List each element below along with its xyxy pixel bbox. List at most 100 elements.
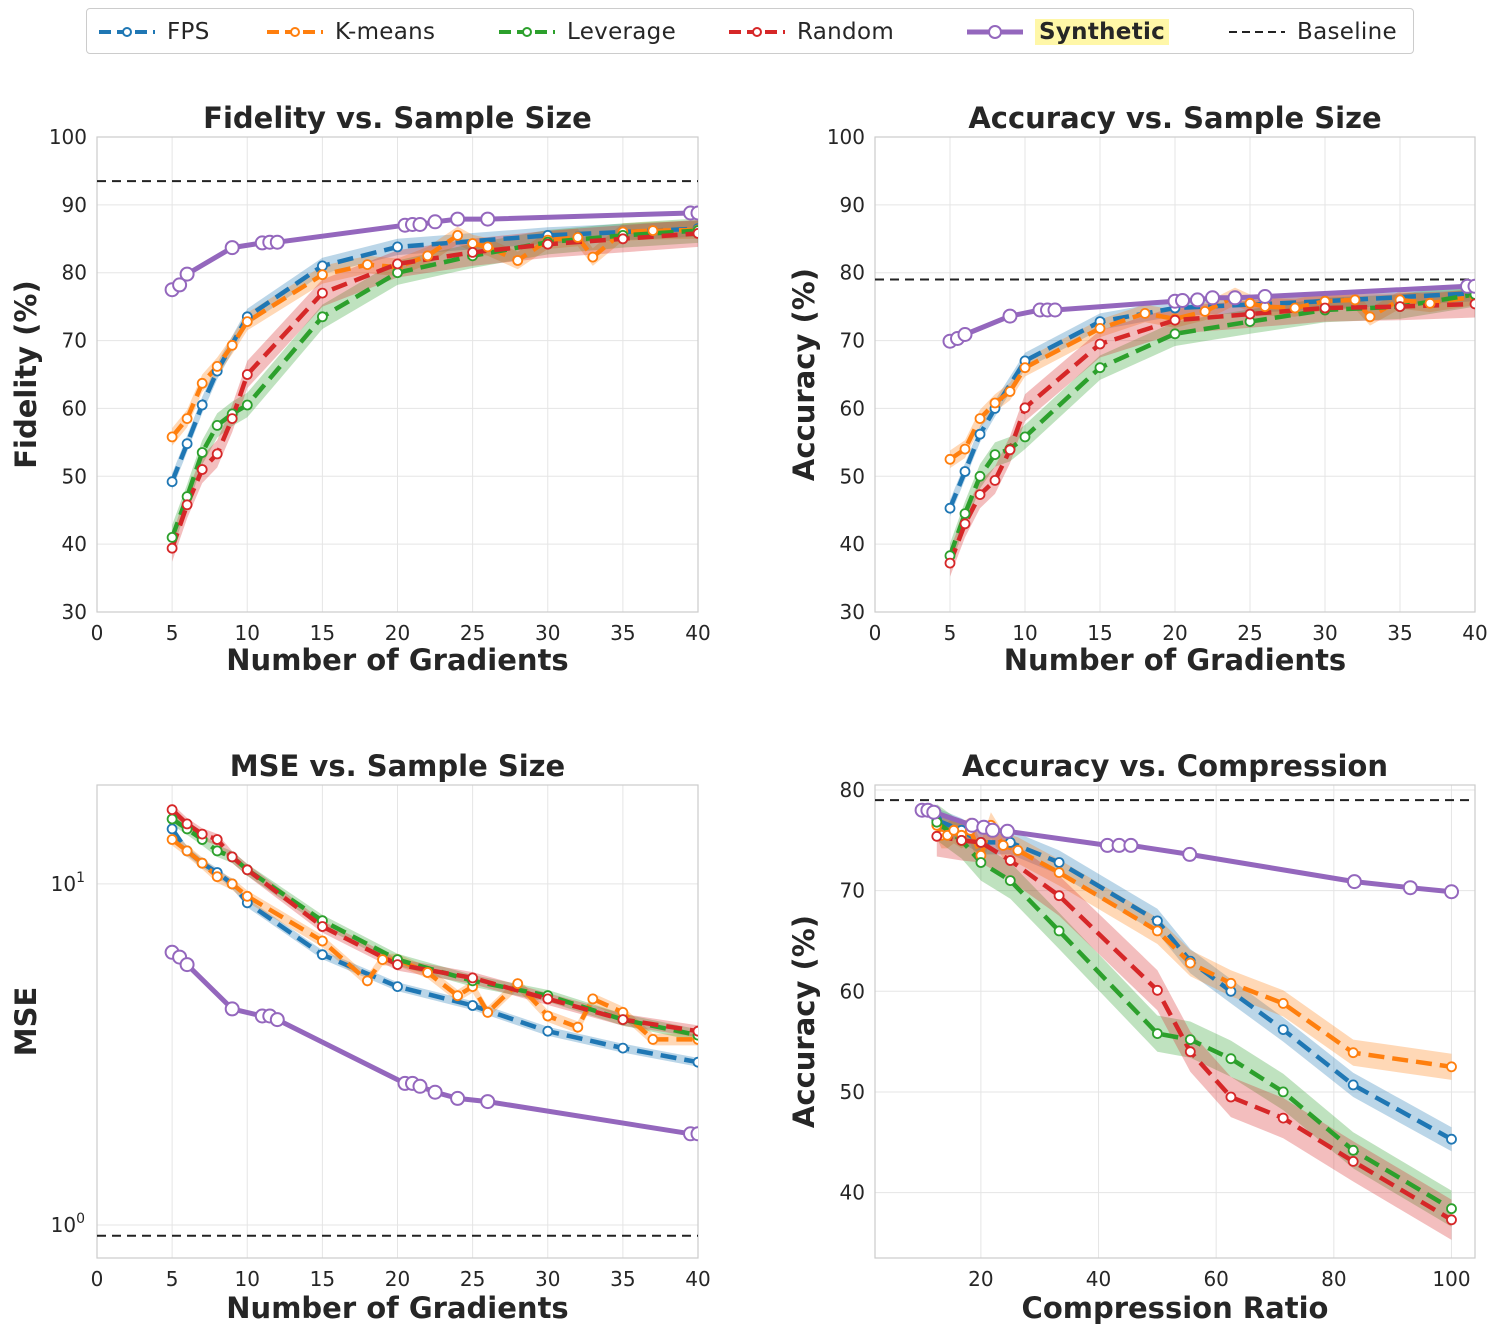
- legend-label: Baseline: [1297, 19, 1397, 45]
- x-tick-label: 30: [1312, 621, 1337, 645]
- point-synthetic: [1002, 308, 1018, 324]
- point-synthetic: [1444, 884, 1459, 900]
- point-synthetic: [450, 211, 466, 227]
- point-fps: [959, 466, 971, 477]
- point-leverage: [166, 532, 178, 543]
- point-k-means: [1349, 294, 1361, 306]
- y-tick-label: 80: [840, 778, 865, 802]
- plot-frame: [874, 136, 1476, 613]
- point-random: [542, 238, 554, 250]
- plot-area: [942, 278, 1475, 577]
- series-line-fps: [170, 827, 698, 1065]
- x-tick-label: 20: [385, 621, 410, 645]
- legend-swatch: [967, 25, 1023, 39]
- point-fps: [692, 1056, 698, 1068]
- point-random: [166, 804, 178, 816]
- point-synthetic: [1182, 846, 1198, 862]
- point-k-means: [542, 1010, 554, 1022]
- point-fps: [1277, 1024, 1289, 1035]
- legend-swatch: [99, 27, 155, 37]
- point-k-means: [1139, 307, 1151, 319]
- point-random: [542, 993, 554, 1005]
- point-leverage: [1277, 1086, 1289, 1098]
- point-leverage: [1019, 431, 1031, 443]
- band-leverage: [950, 282, 1475, 568]
- point-random: [1225, 1091, 1237, 1103]
- point-random: [226, 851, 238, 863]
- y-tick-label: 100: [51, 1211, 85, 1237]
- point-k-means: [647, 1034, 659, 1045]
- point-fps: [944, 502, 956, 514]
- x-tick-label: 30: [535, 1267, 560, 1291]
- y-tick-label: 50: [62, 464, 87, 488]
- point-leverage: [211, 845, 223, 857]
- x-tick-label: 15: [1087, 621, 1112, 645]
- point-synthetic: [179, 266, 195, 282]
- point-fps: [1053, 857, 1065, 868]
- band-random: [172, 219, 698, 562]
- x-tick-label: 40: [1086, 1267, 1111, 1291]
- x-tick-label: 20: [1162, 621, 1187, 645]
- band-fps: [936, 808, 1452, 1152]
- series-line-random: [169, 231, 698, 549]
- plot-frame: [96, 136, 699, 613]
- point-leverage: [316, 311, 328, 323]
- point-k-means: [316, 935, 328, 947]
- point-random: [211, 834, 223, 845]
- point-random: [392, 258, 403, 270]
- point-k-means: [1225, 977, 1237, 989]
- point-synthetic: [690, 1126, 698, 1142]
- point-k-means: [1053, 867, 1065, 878]
- point-k-means: [1019, 362, 1031, 374]
- point-random: [975, 837, 987, 848]
- y-tick-label: 60: [840, 979, 865, 1003]
- x-tick-label: 5: [944, 621, 957, 645]
- point-fps: [196, 399, 208, 411]
- point-leverage: [1094, 362, 1106, 374]
- point-synthetic: [1257, 289, 1273, 304]
- point-synthetic: [957, 327, 973, 342]
- x-tick-label: 20: [968, 1267, 993, 1291]
- point-synthetic: [1227, 290, 1243, 306]
- point-leverage: [1184, 1034, 1196, 1045]
- point-random: [1319, 302, 1331, 314]
- point-k-means: [647, 225, 659, 237]
- y-tick-label: 90: [840, 193, 865, 217]
- band-random: [172, 803, 698, 1038]
- point-leverage: [1225, 1053, 1237, 1065]
- point-synthetic: [999, 823, 1015, 839]
- x-axis-label: Number of Gradients: [1004, 643, 1346, 677]
- x-axis-label: Number of Gradients: [226, 643, 568, 677]
- x-tick-label: 35: [1387, 621, 1412, 645]
- point-random: [692, 228, 698, 239]
- point-k-means: [1184, 957, 1196, 969]
- point-leverage: [1152, 1028, 1163, 1039]
- point-fps: [542, 1025, 554, 1037]
- point-fps: [1446, 1133, 1457, 1145]
- x-tick-label: 10: [235, 1267, 260, 1291]
- legend-swatch: [729, 27, 785, 37]
- point-random: [989, 474, 1001, 486]
- point-k-means: [512, 255, 524, 266]
- point-synthetic: [427, 214, 443, 230]
- point-k-means: [422, 967, 434, 978]
- point-random: [959, 518, 971, 530]
- point-synthetic: [412, 217, 428, 232]
- point-k-means: [361, 975, 373, 987]
- y-tick-label: 30: [62, 600, 87, 624]
- point-fps: [974, 428, 986, 440]
- point-k-means: [1446, 1061, 1457, 1073]
- point-synthetic: [480, 211, 496, 227]
- point-synthetic: [412, 1078, 428, 1094]
- point-synthetic: [690, 205, 698, 221]
- point-k-means: [226, 878, 238, 890]
- point-k-means: [196, 377, 208, 389]
- legend-swatch: [499, 27, 555, 37]
- point-k-means: [422, 250, 434, 262]
- series-line-leverage: [169, 228, 698, 539]
- x-tick-label: 15: [310, 621, 335, 645]
- point-synthetic: [269, 1012, 285, 1028]
- point-fps: [166, 476, 178, 488]
- point-random: [1169, 314, 1181, 326]
